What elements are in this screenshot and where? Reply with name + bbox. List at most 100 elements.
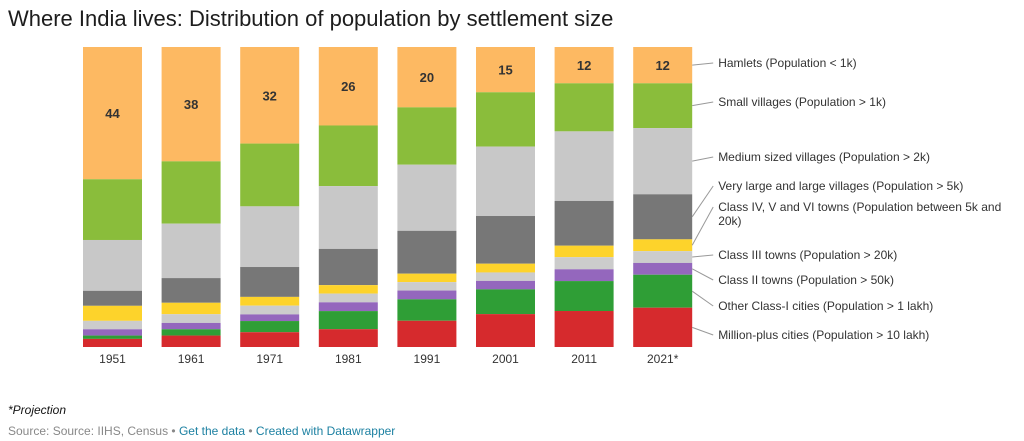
bar-segment: [83, 47, 142, 180]
bar-segment: [161, 322, 221, 330]
bar-segment: [240, 305, 300, 315]
bar-segment: [397, 282, 457, 291]
bar-segment: [240, 296, 300, 306]
leader-line: [692, 326, 714, 336]
bar-segment: [240, 143, 300, 207]
bar-segment: [161, 335, 221, 347]
bar-segment: [161, 47, 221, 162]
x-tick-label: 1991: [414, 352, 441, 366]
bar-segment: [397, 230, 457, 274]
bar-segment: [554, 311, 614, 347]
bar-segment: [240, 321, 300, 333]
bar-segment: [476, 272, 535, 281]
bar-segment: [397, 164, 457, 231]
series-label: Class II towns (Population > 50k): [718, 273, 894, 287]
bar-segment: [554, 200, 614, 246]
bar-segment: [476, 92, 535, 147]
x-tick-label: 1971: [256, 352, 283, 366]
x-tick-label: 1961: [178, 352, 205, 366]
bar-segment: [633, 307, 693, 347]
separator: •: [248, 424, 253, 438]
bar-segment: [240, 314, 300, 322]
bar-segment: [83, 329, 142, 336]
bar-segment: [397, 320, 457, 347]
bar-segment: [318, 311, 378, 330]
bar-segment: [554, 83, 614, 132]
series-label: Million-plus cities (Population > 10 lak…: [718, 328, 929, 342]
leader-line: [692, 156, 714, 162]
bar-segment: [161, 223, 221, 279]
bar-segment: [554, 257, 614, 270]
data-label: 15: [498, 63, 512, 78]
bar-segment: [476, 289, 535, 315]
x-tick-label: 1981: [335, 352, 362, 366]
bar-segment: [83, 335, 142, 339]
bar-segment: [161, 161, 221, 224]
series-label: Other Class-I cities (Population > 1 lak…: [718, 299, 933, 313]
bar-segment: [476, 280, 535, 290]
bar-segment: [633, 47, 693, 84]
bar-segment: [397, 107, 457, 165]
series-label: Medium sized villages (Population > 2k): [718, 150, 930, 164]
bar-segment: [633, 128, 693, 195]
x-tick-label: 1951: [99, 352, 126, 366]
bar-segment: [554, 47, 614, 84]
bar-segment: [633, 274, 693, 308]
data-label: 12: [577, 58, 591, 73]
bar-segment: [318, 302, 378, 312]
bar-segment: [476, 47, 535, 93]
bar-segment: [397, 290, 457, 300]
bar-segment: [633, 262, 693, 275]
source-text: Source: Source: IIHS, Census: [8, 424, 169, 438]
bar-segment: [476, 216, 535, 264]
bar-segment: [397, 273, 457, 283]
bar-segment: [240, 332, 300, 347]
x-tick-label: 2021*: [647, 352, 679, 366]
bar-segment: [554, 245, 614, 258]
bar-segment: [554, 131, 614, 201]
data-label: 38: [184, 97, 198, 112]
x-tick-label: 2001: [492, 352, 519, 366]
series-label: Class IV, V and VI towns (Population bet…: [718, 200, 1001, 228]
leader-line: [692, 62, 714, 66]
series-label: Very large and large villages (Populatio…: [718, 179, 963, 193]
chart-title: Where India lives: Distribution of popul…: [8, 6, 614, 31]
bar-segment: [318, 248, 378, 286]
leader-line: [692, 101, 714, 107]
datawrapper-link[interactable]: Created with Datawrapper: [255, 424, 396, 438]
leader-line: [691, 290, 714, 307]
bar-segment: [318, 47, 378, 126]
bar-segment: [318, 285, 378, 294]
bar-segment: [240, 267, 300, 297]
bar-segment: [318, 125, 378, 187]
bar-segment: [83, 320, 142, 330]
bar-segment: [633, 194, 693, 240]
bar-segment: [83, 338, 142, 347]
bar-segment: [476, 314, 535, 347]
bar-segment: [161, 329, 221, 336]
bar-segment: [633, 251, 693, 263]
bar-segment: [633, 83, 693, 129]
bar-segment: [161, 302, 221, 315]
bar-segment: [476, 146, 535, 217]
bar-segment: [83, 290, 142, 306]
bar-segment: [240, 47, 300, 144]
bar-segment: [397, 47, 457, 108]
footer: Source: Source: IIHS, Census • Get the d…: [8, 424, 395, 438]
bar-segment: [83, 239, 142, 291]
bar-segment: [240, 206, 300, 268]
stacked-bar-chart: 44 1951 38 1961 32 1971 26 1981 20 1991 15 2001 12 20…: [83, 47, 1001, 366]
get-data-link[interactable]: Get the data: [178, 424, 246, 438]
data-label: 12: [655, 58, 669, 73]
bar-segment: [318, 293, 378, 303]
bar-segment: [633, 239, 693, 252]
data-label: 44: [105, 106, 120, 121]
data-label: 26: [341, 79, 355, 94]
series-label: Class III towns (Population > 20k): [718, 248, 897, 262]
leader-line: [691, 268, 714, 281]
series-label: Small villages (Population > 1k): [718, 95, 886, 109]
bar-segment: [476, 263, 535, 273]
bar-segment: [83, 305, 142, 321]
leader-line: [691, 206, 714, 246]
bar-segment: [318, 186, 378, 249]
